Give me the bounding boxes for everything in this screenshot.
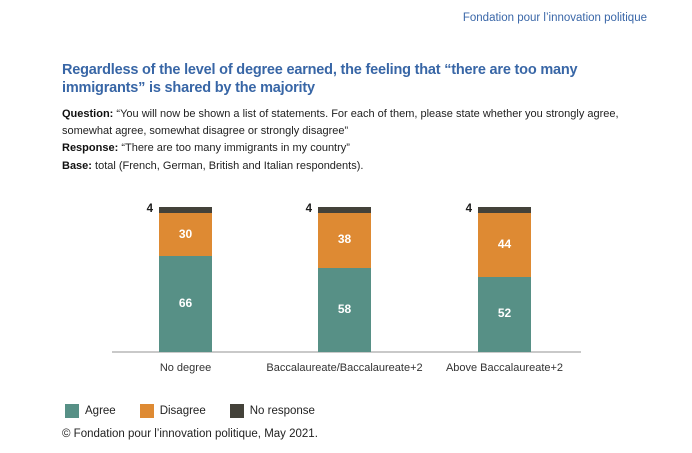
value-label-outside-above-baccalaureate-2: 4 (465, 202, 472, 215)
base-label: Base: (62, 160, 92, 172)
bar-segment-no-response-above-baccalaureate-2 (478, 207, 531, 213)
legend-item-agree: Agree (65, 404, 116, 418)
x-axis-line (112, 351, 581, 353)
value-label-agree-above-baccalaureate-2: 52 (497, 306, 512, 321)
bar-segment-no-response-no-degree (159, 207, 212, 213)
copyright-note: © Fondation pour l’innovation politique,… (62, 428, 318, 440)
legend-item-disagree: Disagree (139, 404, 206, 418)
bar-segment-agree-baccalaureate-baccalaureate-2 (318, 267, 371, 352)
value-label-disagree-baccalaureate-baccalaureate-2: 38 (337, 232, 352, 247)
value-label-outside-baccalaureate-baccalaureate-2: 4 (305, 202, 312, 215)
legend-swatch-disagree (139, 404, 154, 418)
question-line: Question: “You will now be shown a list … (62, 106, 654, 139)
legend-swatch-no-response (229, 404, 244, 418)
value-label-disagree-no-degree: 30 (178, 226, 193, 241)
bar-segment-agree-above-baccalaureate-2 (478, 276, 531, 352)
value-label-disagree-above-baccalaureate-2: 44 (497, 236, 512, 251)
value-label-agree-no-degree: 66 (178, 296, 193, 311)
bar-segment-disagree-above-baccalaureate-2 (478, 212, 531, 277)
question-text: “You will now be shown a list of stateme… (62, 108, 619, 137)
bar-segment-disagree-baccalaureate-baccalaureate-2 (318, 212, 371, 268)
bar-segment-disagree-no-degree (159, 212, 212, 257)
category-label-above-baccalaureate-2: Above Baccalaureate+2 (445, 362, 564, 374)
value-label-agree-baccalaureate-baccalaureate-2: 58 (337, 301, 352, 316)
brand-header: Fondation pour l’innovation politique (462, 12, 647, 24)
response-line: Response: “There are too many immigrants… (62, 140, 654, 157)
question-label: Question: (62, 108, 114, 120)
response-label: Response: (62, 142, 119, 154)
response-text: “There are too many immigrants in my cou… (121, 142, 350, 154)
category-label-baccalaureate-baccalaureate-2: Baccalaureate/Baccalaureate+2 (266, 362, 423, 374)
legend: Agree Disagree No response (65, 404, 315, 418)
bar-segment-no-response-baccalaureate-baccalaureate-2 (318, 207, 371, 213)
stacked-bar-chart: 66 30 4 No degree 58 38 4 Baccalaureate/Baccala… (0, 190, 692, 390)
legend-item-no-response: No response (229, 404, 315, 418)
legend-swatch-agree (65, 404, 79, 418)
legend-label-no-response: No response (249, 405, 315, 417)
page-title: Regardless of the level of degree earned… (62, 62, 578, 96)
legend-label-disagree: Disagree (159, 405, 206, 417)
base-text: total (French, German, British and Itali… (95, 160, 364, 172)
base-line: Base: total (French, German, British and… (62, 158, 654, 175)
category-label-no-degree: No degree (159, 362, 212, 374)
value-label-outside-no-degree: 4 (146, 202, 153, 215)
legend-label-agree: Agree (85, 405, 116, 417)
bar-segment-agree-no-degree (159, 256, 212, 352)
